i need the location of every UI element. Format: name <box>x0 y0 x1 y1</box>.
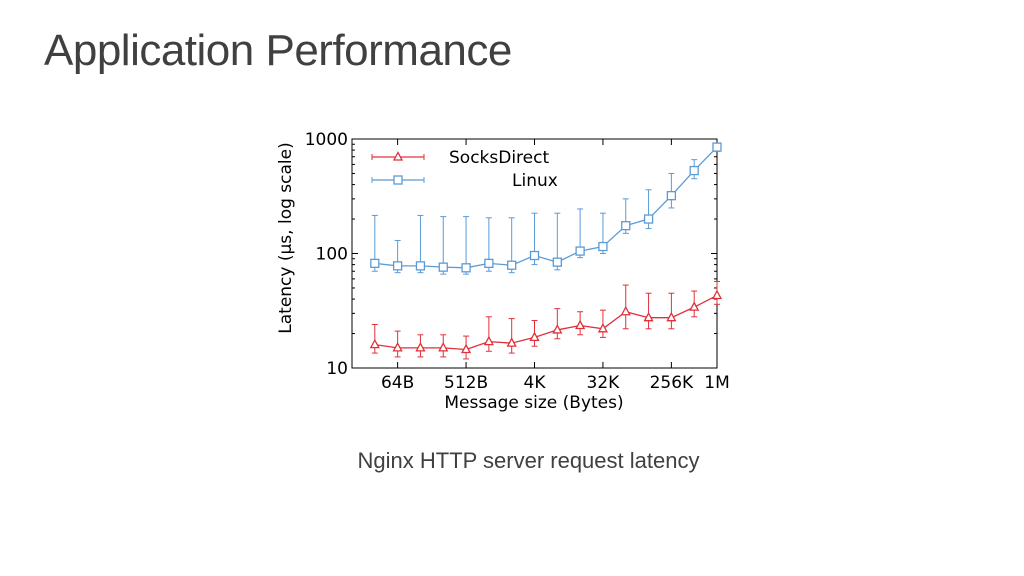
data-point <box>643 214 654 224</box>
data-point <box>438 262 448 272</box>
legend-marker <box>392 151 404 161</box>
latency-chart: Latency (µs, log scale) Message size (By… <box>276 130 730 413</box>
data-point <box>529 250 540 261</box>
data-point <box>620 305 631 316</box>
y-axis-label: Latency (µs, log scale) <box>276 142 296 333</box>
data-point <box>689 165 699 176</box>
data-point <box>575 246 585 256</box>
data-point <box>415 341 426 352</box>
data-point <box>415 261 426 271</box>
legend: SocksDirect Linux <box>371 148 558 191</box>
data-point <box>643 311 654 322</box>
data-point <box>370 258 380 269</box>
data-point <box>666 311 677 322</box>
x-tick-label: 1M <box>704 373 729 393</box>
x-tick-label: 512B <box>444 373 488 393</box>
data-point <box>461 263 471 273</box>
data-point <box>575 319 586 330</box>
data-point <box>689 301 700 311</box>
y-tick-label: 10 <box>326 359 348 379</box>
series-linux <box>370 142 722 275</box>
data-point <box>552 257 562 267</box>
data-point <box>507 260 517 270</box>
x-tick-label: 32K <box>587 373 621 393</box>
data-point <box>711 289 723 300</box>
legend-label: SocksDirect <box>449 148 549 168</box>
x-tick-label: 64B <box>381 373 414 393</box>
series-socksdirect <box>369 280 723 360</box>
data-point <box>712 142 722 152</box>
y-tick-label: 1000 <box>305 130 348 150</box>
series-line <box>374 294 718 351</box>
legend-label: Linux <box>512 171 558 191</box>
data-point <box>666 191 677 201</box>
y-tick-label: 100 <box>316 245 348 265</box>
data-point <box>529 331 540 342</box>
data-point <box>552 324 563 334</box>
data-point <box>392 261 403 271</box>
legend-marker <box>393 175 403 185</box>
data-point <box>483 335 494 346</box>
data-point <box>438 341 449 352</box>
data-point <box>392 341 403 352</box>
x-tick-label: 256K <box>650 373 694 393</box>
data-point <box>598 241 608 252</box>
data-point <box>460 343 472 354</box>
slide-title: Application Performance <box>44 26 512 75</box>
x-tick-label: 4K <box>524 373 547 393</box>
data-point <box>597 322 609 333</box>
x-axis-label: Message size (Bytes) <box>444 393 623 413</box>
series-line <box>374 146 718 269</box>
figure-caption: Nginx HTTP server request latency <box>357 448 700 473</box>
data-point <box>621 221 631 231</box>
data-point <box>484 258 494 269</box>
data-point <box>369 338 380 349</box>
data-point <box>506 337 517 347</box>
